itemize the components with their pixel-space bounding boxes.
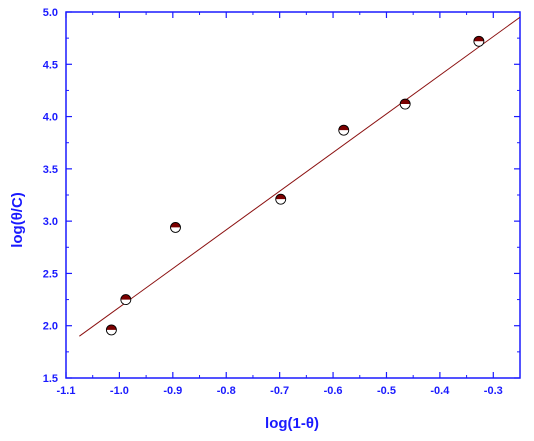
data-point-outline	[170, 221, 181, 233]
data-point	[120, 294, 132, 306]
fit-line	[79, 16, 521, 337]
data-point-outline	[399, 98, 411, 110]
data-point-top-half	[170, 222, 181, 228]
fit-line-layer	[79, 16, 521, 337]
x-tick-label: -1.0	[110, 385, 129, 397]
data-point-top-half	[338, 125, 349, 131]
x-tick-label: -0.6	[324, 385, 343, 397]
x-tick-label: -0.7	[270, 385, 289, 397]
y-tick-label: 5.0	[43, 7, 58, 19]
y-tick-label: 1.5	[43, 373, 58, 385]
y-tick-label: 2.5	[43, 268, 58, 280]
data-point	[473, 35, 485, 47]
data-point-outline	[338, 124, 350, 136]
y-tick-label: 3.5	[43, 164, 58, 176]
y-axis-title: log(θ/C)	[9, 192, 26, 248]
y-tick-label: 2.0	[43, 321, 58, 333]
x-axis-title: log(1-θ)	[265, 415, 319, 432]
data-point	[170, 221, 181, 233]
x-tick-label: -0.4	[430, 385, 450, 397]
data-point-outline	[105, 324, 117, 336]
data-point-outline	[473, 35, 485, 47]
y-tick-label: 3.0	[43, 216, 58, 228]
data-point-top-half	[400, 99, 411, 105]
data-point	[399, 98, 411, 110]
data-point-top-half	[106, 324, 117, 330]
x-tick-label: -0.8	[217, 385, 236, 397]
data-point	[338, 124, 350, 136]
x-tick-label: -0.5	[377, 385, 396, 397]
data-points	[105, 35, 485, 336]
data-point-top-half	[120, 294, 131, 300]
ticks: -1.1 -1.0 -0.9 -0.8 -0.7 -0.6 -0.5 -0.4 -0.3 1.5 2…	[43, 7, 520, 397]
data-point	[105, 324, 117, 336]
data-point-outline	[120, 294, 132, 306]
data-point-top-half	[473, 36, 484, 42]
data-point	[275, 193, 287, 205]
data-point-outline	[275, 193, 287, 205]
x-tick-label: -1.1	[57, 385, 76, 397]
x-tick-label: -0.3	[484, 385, 503, 397]
y-tick-label: 4.0	[43, 112, 58, 124]
x-tick-label: -0.9	[163, 385, 182, 397]
y-tick-label: 4.5	[43, 59, 58, 71]
data-point-top-half	[275, 194, 286, 200]
